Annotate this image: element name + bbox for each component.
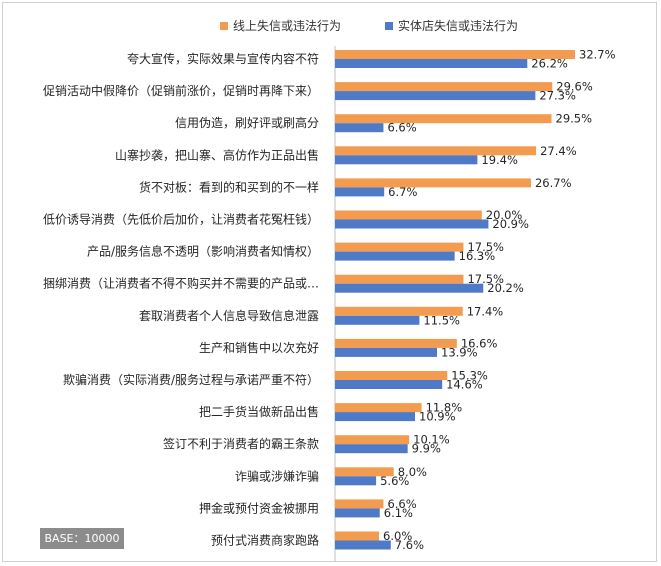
bar-offline	[335, 444, 408, 454]
bar-offline	[335, 508, 380, 518]
bar-online	[335, 306, 463, 316]
data-label-offline: 16.3%	[459, 249, 496, 263]
category-label: 诈骗或涉嫌诈骗	[235, 468, 319, 483]
category-label: 押金或预付资金被挪用	[199, 500, 319, 515]
category-label: 货不对板：看到的和买到的不一样	[139, 179, 319, 194]
bar-online	[335, 242, 464, 252]
bar-offline	[335, 251, 455, 261]
base-sample-badge: BASE：10000	[40, 528, 124, 549]
bar-online	[335, 146, 537, 156]
bar-offline	[335, 315, 420, 325]
data-label-offline: 5.6%	[380, 474, 409, 488]
bar-offline	[335, 347, 438, 357]
bar-online	[335, 371, 448, 380]
bar-offline	[335, 155, 478, 165]
data-label-offline: 9.9%	[412, 442, 441, 456]
category-label: 预付式消费商家跑路	[211, 533, 319, 548]
category-label: 产品/服务信息不透明（影响消费者知情权）	[87, 244, 319, 259]
data-label-online: 6.0%	[383, 529, 412, 543]
data-label-offline: 6.7%	[388, 185, 417, 199]
data-label-online: 29.5%	[556, 112, 593, 126]
bar-offline	[335, 219, 489, 229]
category-label: 低价诱导消费（先低价后加价，让消费者花冤枉钱）	[43, 212, 319, 227]
bar-offline	[335, 123, 384, 133]
bar-online	[335, 210, 482, 220]
legend-swatch-online	[220, 22, 228, 30]
data-label-online: 17.5%	[467, 240, 504, 254]
data-label-online: 15.3%	[451, 369, 488, 383]
bar-online	[335, 178, 531, 188]
bar-online	[335, 499, 384, 509]
bar-online	[335, 114, 552, 124]
data-label-online: 8.0%	[398, 465, 427, 479]
data-label-offline: 7.6%	[395, 538, 424, 552]
data-label-online: 27.4%	[540, 144, 577, 158]
category-label: 签订不利于消费者的霸王条款	[163, 436, 319, 451]
data-label-offline: 26.2%	[531, 57, 568, 71]
bar-online	[335, 50, 576, 59]
bar-online	[335, 403, 422, 413]
bar-online	[335, 274, 464, 284]
legend: 线上失信或违法行为 实体店失信或违法行为	[0, 17, 661, 35]
category-label: 山寨抄袭，把山寨、高仿作为正品出售	[115, 147, 319, 162]
bar-offline	[335, 91, 536, 101]
data-label-offline: 14.6%	[446, 378, 483, 392]
category-label: 把二手货当做新品出售	[199, 404, 319, 419]
data-label-offline: 20.9%	[492, 217, 529, 231]
bar-online	[335, 435, 410, 445]
bar-offline	[335, 540, 391, 550]
category-label: 信用伪造，刷好评或刷高分	[175, 115, 319, 130]
bar-online	[335, 531, 380, 541]
data-label-offline: 11.5%	[423, 313, 460, 327]
data-label-offline: 13.9%	[441, 345, 478, 359]
category-label: 夸大宣传，实际效果与宣传内容不符	[127, 51, 319, 66]
legend-item-offline: 实体店失信或违法行为	[385, 17, 518, 34]
data-label-offline: 19.4%	[481, 153, 518, 167]
category-label: 生产和销售中以次充好	[199, 340, 319, 355]
data-label-offline: 27.3%	[539, 89, 576, 103]
data-label-online: 11.8%	[426, 401, 463, 415]
data-label-offline: 20.2%	[487, 281, 524, 295]
bar-offline	[335, 476, 377, 486]
bar-offline	[335, 59, 528, 68]
data-label-online: 32.7%	[579, 48, 616, 62]
category-label: 促销活动中假降价（促销前涨价，促销时再降下来）	[43, 83, 319, 98]
data-label-online: 17.5%	[467, 272, 504, 286]
data-label-offline: 6.1%	[384, 506, 413, 520]
bar-online	[335, 338, 457, 348]
bar-online	[335, 467, 394, 477]
data-label-online: 26.7%	[535, 176, 572, 190]
category-label: 捆绑消费（让消费者不得不购买并不需要的产品或…	[43, 276, 319, 291]
data-label-online: 6.6%	[387, 497, 416, 511]
bar-offline	[335, 380, 443, 389]
category-label: 欺骗消费（实际消费/服务过程与承诺严重不符）	[63, 372, 319, 387]
data-label-offline: 10.9%	[419, 410, 456, 424]
bar-online	[335, 82, 553, 92]
bar-offline	[335, 187, 385, 197]
category-label: 套取消费者个人信息导致信息泄露	[139, 308, 319, 323]
bar-offline	[335, 283, 484, 293]
data-label-online: 17.4%	[467, 304, 504, 318]
legend-swatch-offline	[385, 22, 393, 30]
legend-label-offline: 实体店失信或违法行为	[398, 19, 519, 33]
data-label-online: 29.6%	[556, 80, 593, 94]
data-label-online: 16.6%	[461, 336, 498, 350]
bar-offline	[335, 412, 416, 422]
legend-item-online: 线上失信或违法行为	[220, 17, 341, 34]
data-label-online: 10.1%	[413, 433, 450, 447]
data-label-online: 20.0%	[486, 208, 523, 222]
data-label-offline: 6.6%	[387, 121, 416, 135]
legend-label-online: 线上失信或违法行为	[233, 19, 342, 33]
